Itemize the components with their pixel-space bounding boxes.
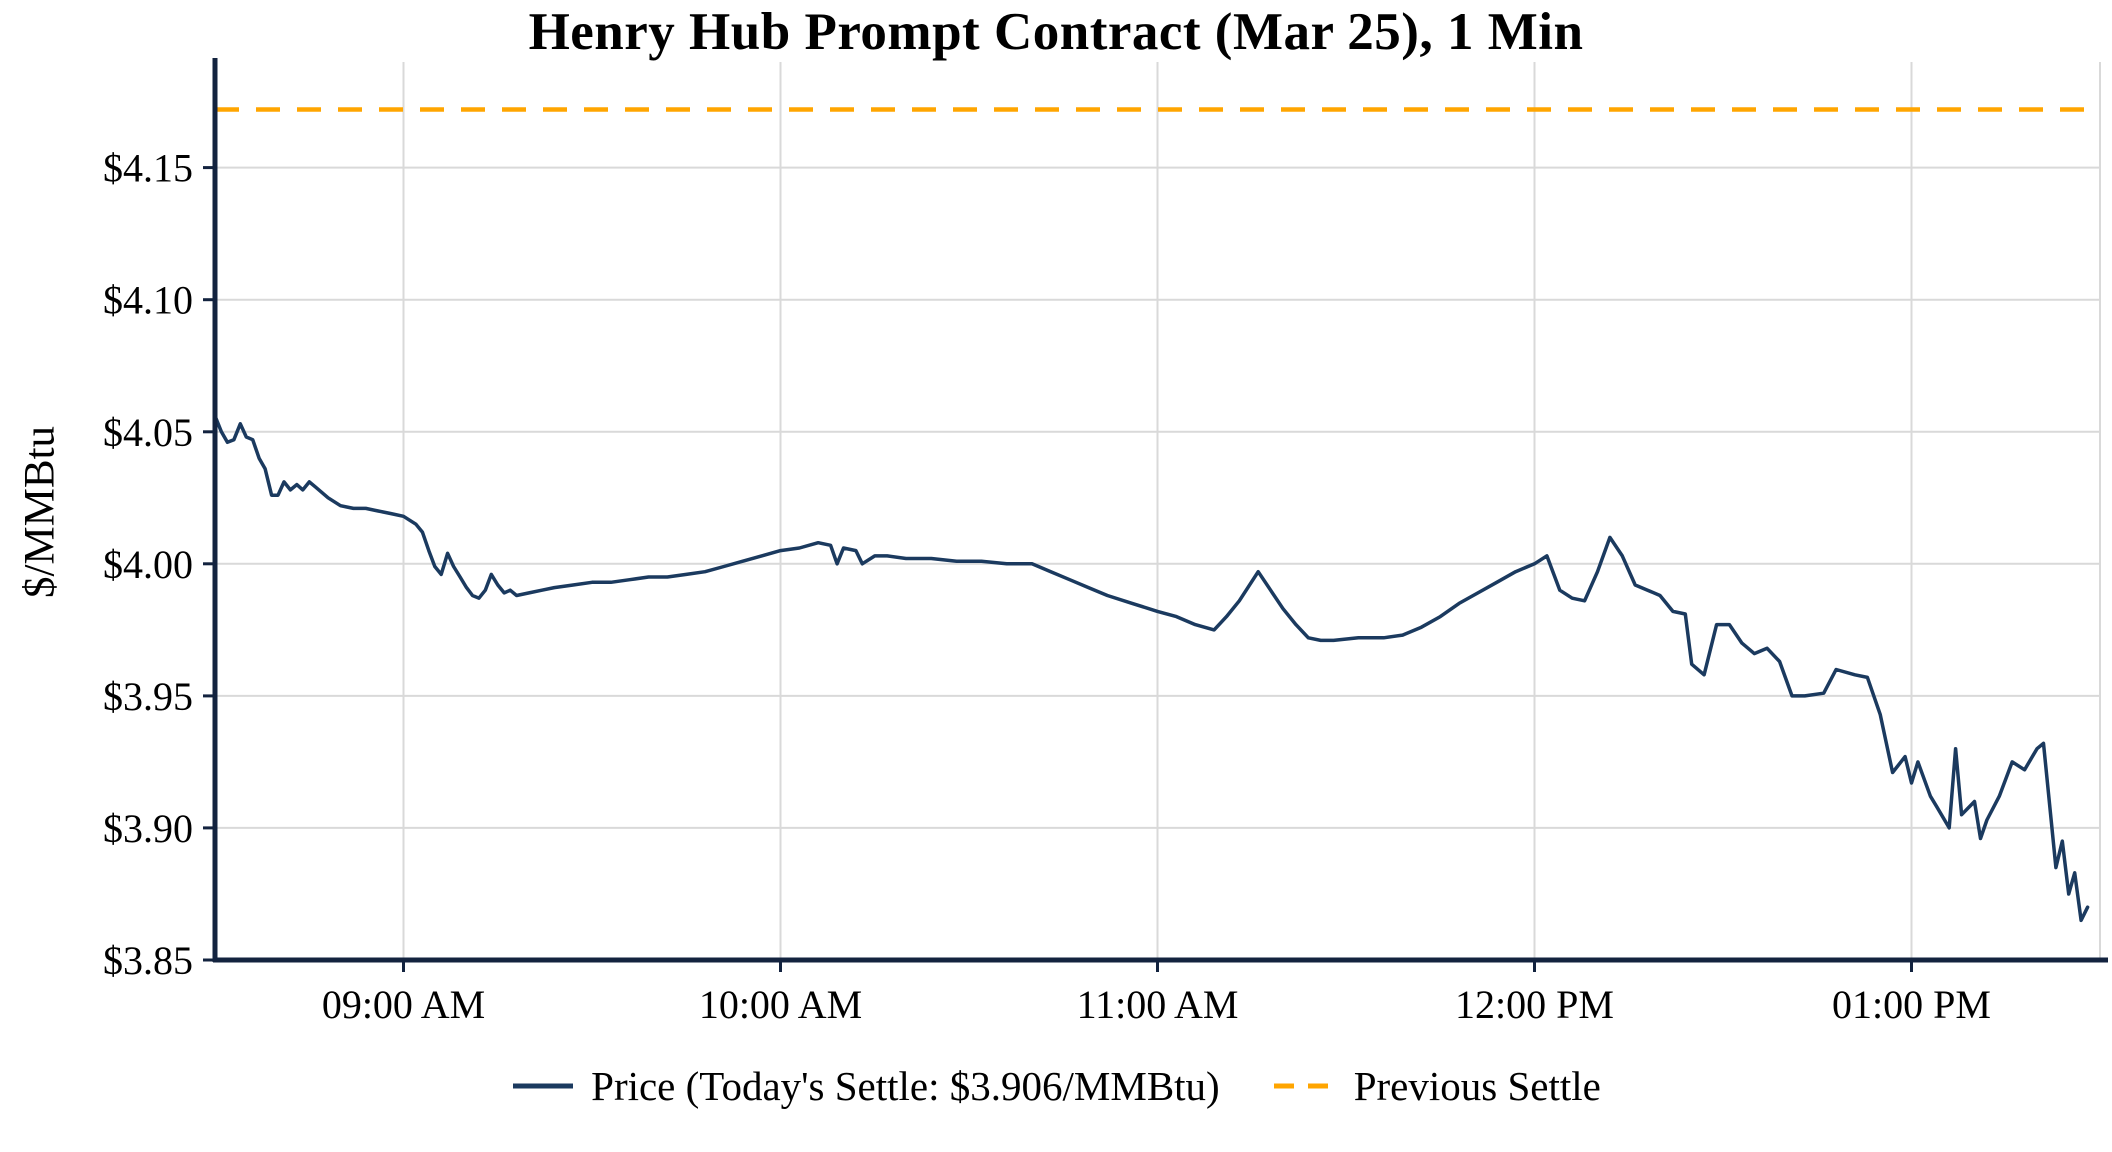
- x-tick-label: 09:00 AM: [322, 982, 485, 1027]
- price-chart: 09:00 AM 10:00 AM 11:00 AM 12:00 PM 01:00 PM…: [103, 58, 2108, 1027]
- x-tick-label: 10:00 AM: [699, 982, 862, 1027]
- y-tick-labels: $3.85 $3.90 $3.95 $4.00 $4.05 $4.10 $4.15: [103, 146, 215, 983]
- y-tick-label: $4.10: [103, 278, 193, 323]
- previous-settle-swatch-icon: [1273, 1083, 1338, 1089]
- gridlines: [215, 62, 2101, 961]
- legend-label-price: Price (Today's Settle: $3.906/MMBtu): [591, 1063, 1220, 1109]
- y-tick-label: $3.90: [103, 806, 193, 851]
- x-tick-label: 01:00 PM: [1832, 982, 1991, 1027]
- chart-title: Henry Hub Prompt Contract (Mar 25), 1 Mi…: [528, 3, 1584, 61]
- legend-item-previous-settle: Previous Settle: [1272, 1062, 1601, 1110]
- y-tick-label: $4.05: [103, 410, 193, 455]
- x-tick-label: 12:00 PM: [1455, 982, 1614, 1027]
- price-line: [213, 414, 2090, 923]
- legend: Price (Today's Settle: $3.906/MMBtu) Pre…: [0, 1062, 2112, 1110]
- x-tick-label: 11:00 AM: [1077, 982, 1239, 1027]
- y-tick-label: $3.85: [103, 938, 193, 983]
- y-tick-label: $4.00: [103, 542, 193, 587]
- y-tick-label: $3.95: [103, 674, 193, 719]
- y-tick-label: $4.15: [103, 146, 193, 191]
- price-line-swatch-icon: [513, 1083, 574, 1089]
- x-tick-labels: 09:00 AM 10:00 AM 11:00 AM 12:00 PM 01:00 PM: [322, 960, 1991, 1027]
- legend-label-previous-settle: Previous Settle: [1353, 1063, 1601, 1109]
- legend-item-price: Price (Today's Settle: $3.906/MMBtu): [511, 1062, 1220, 1110]
